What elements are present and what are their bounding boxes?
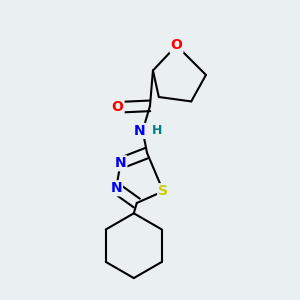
Text: O: O [112, 100, 124, 114]
Text: N: N [110, 181, 122, 195]
Text: N: N [133, 124, 145, 138]
Text: O: O [171, 38, 182, 52]
Text: N: N [115, 156, 126, 170]
Text: H: H [152, 124, 163, 137]
Text: S: S [158, 184, 168, 198]
